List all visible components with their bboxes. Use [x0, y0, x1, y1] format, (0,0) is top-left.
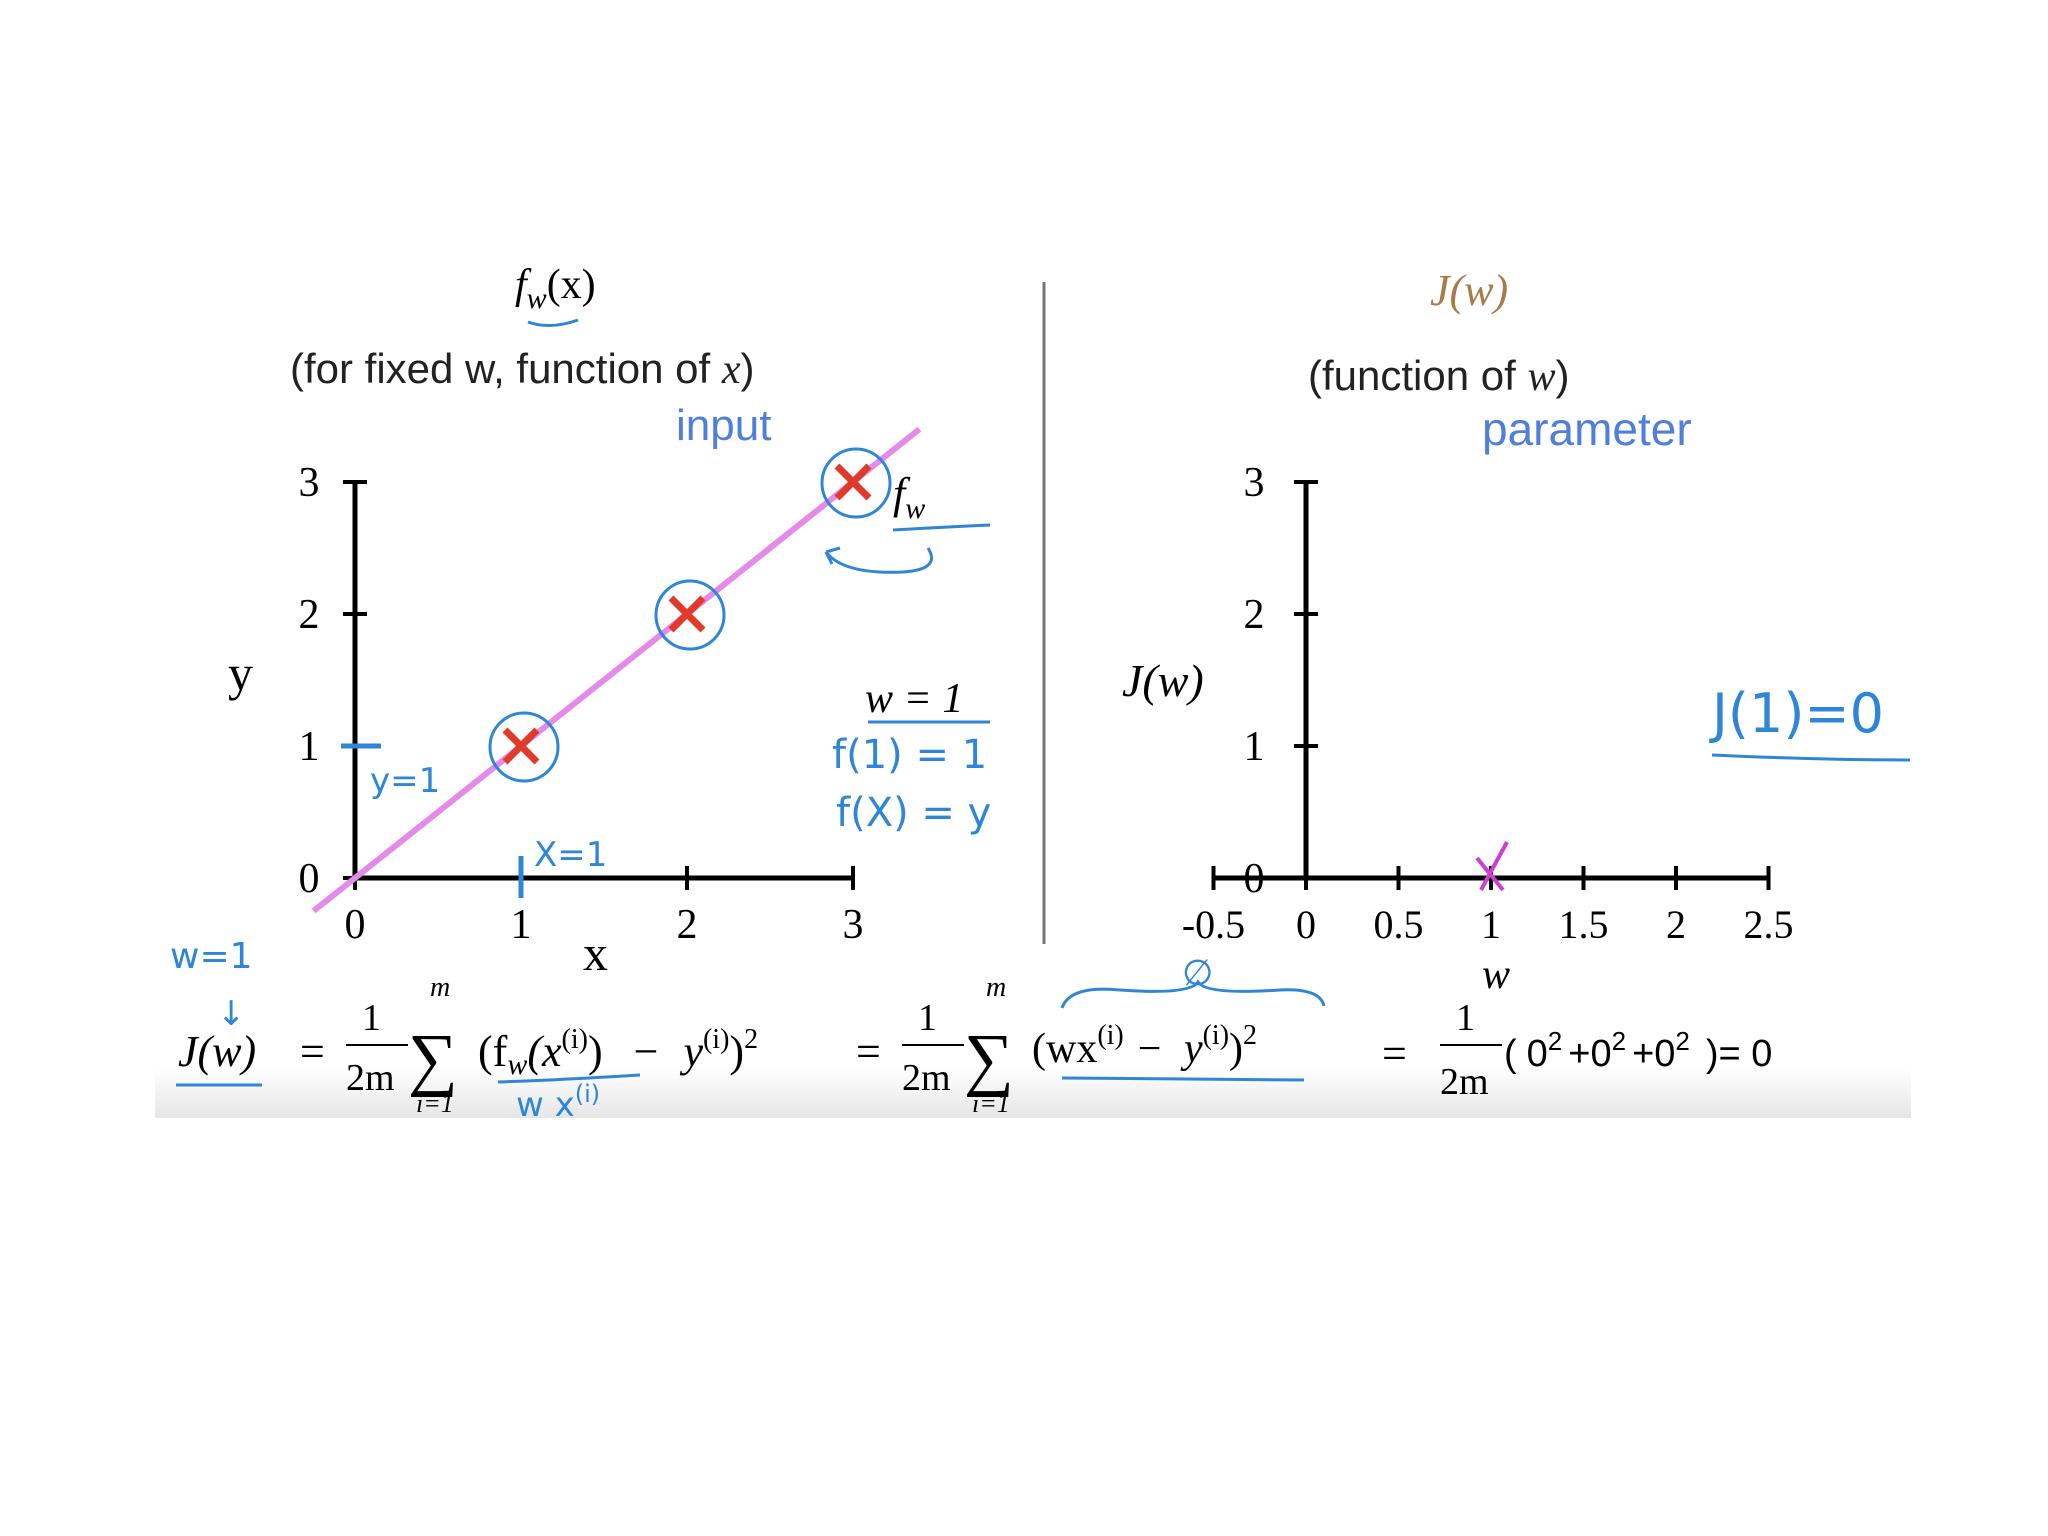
right-title: J(w) — [1430, 266, 1508, 315]
right-subtitle: (function of w) — [1308, 352, 1569, 400]
term1-underline — [497, 1073, 641, 1084]
left-points-layer — [488, 447, 892, 783]
down-arrow-icon: ↓ — [217, 994, 246, 1034]
left-title: fw(x) — [515, 262, 596, 315]
data-point-marker — [834, 463, 872, 501]
data-point-marker — [502, 727, 540, 765]
arrow-head-icon — [824, 546, 841, 565]
frac3-den: 2m — [1440, 1061, 1489, 1103]
right-x-tick-label: 0 — [1296, 902, 1316, 947]
left-fit-line-layer — [311, 426, 922, 914]
w-equals-label: w = 1 — [865, 676, 963, 722]
right-tag-parameter: parameter — [1482, 403, 1692, 455]
line-label-underline — [892, 523, 991, 532]
sigma2-icon: ∑ — [964, 1021, 1014, 1098]
right-x-tick-label: 1 — [1481, 902, 1501, 947]
left-x-tick-label: 0 — [345, 902, 366, 948]
left-xlabel: x — [583, 925, 608, 981]
left-tag-input: input — [676, 401, 771, 450]
note-j-of-1: J(1)=0 — [1709, 682, 1884, 745]
left-axes: 0 1 2 3 0 1 2 3 — [299, 460, 864, 948]
right-y-tick-label: 0 — [1244, 856, 1265, 902]
equals-3: = — [1382, 1029, 1407, 1078]
note-j-underline — [1711, 753, 1911, 762]
frac1-den: 2m — [346, 1057, 395, 1099]
note-x-equals-1: X=1 — [534, 835, 607, 875]
sigma1-icon: ∑ — [408, 1021, 458, 1098]
left-y-tick-label: 3 — [299, 460, 320, 506]
left-subtitle: (for fixed w, function of x) — [290, 345, 755, 393]
sum2-top: m — [986, 972, 1006, 1003]
right-y-tick-label: 2 — [1244, 592, 1265, 638]
formula-term1: (fw(x(i)) − y(i))2 — [478, 1024, 758, 1081]
right-y-tick-label: 1 — [1244, 724, 1265, 770]
line-label: fw — [893, 469, 925, 525]
data-point-marker — [668, 595, 706, 633]
curved-arrow-icon — [824, 547, 933, 574]
equals-2: = — [856, 1027, 881, 1076]
formula-lhs: J(w) — [178, 1027, 256, 1076]
sum1-bottom: i=1 — [416, 1089, 454, 1118]
right-x-tick-label: 2.5 — [1744, 902, 1794, 947]
frac2-num: 1 — [918, 997, 937, 1039]
frac3-num: 1 — [1456, 997, 1475, 1039]
formula-result: (02 +02 +02)= 0 — [1504, 1026, 1772, 1075]
bottom-band — [155, 1068, 1911, 1118]
formula-term2: (wx(i) − y(i))2 — [1032, 1020, 1257, 1072]
left-y-tick-label: 2 — [299, 592, 320, 638]
equals-1: = — [300, 1027, 325, 1076]
term2-underline — [1061, 1076, 1305, 1082]
frac2-den: 2m — [902, 1057, 951, 1099]
left-x-tick-label: 2 — [677, 902, 698, 948]
right-x-tick-label: -0.5 — [1182, 902, 1245, 947]
frac1-num: 1 — [362, 997, 381, 1039]
w-equals-1-note: w=1 — [170, 936, 253, 977]
point-circle — [488, 711, 560, 783]
left-y-tick-label: 1 — [299, 724, 320, 770]
note-f-of-1: f(1) = 1 — [832, 732, 987, 778]
right-x-tick-label: 1.5 — [1559, 902, 1609, 947]
right-points-layer — [1475, 841, 1509, 892]
right-ylabel: J(w) — [1122, 655, 1204, 706]
note-y-equals-1: y=1 — [370, 761, 440, 801]
left-x-tick-label: 3 — [843, 902, 864, 948]
right-x-tick-label: 0.5 — [1374, 902, 1424, 947]
left-x-tick-label: 1 — [511, 902, 532, 948]
sum1-top: m — [430, 972, 450, 1003]
title-underline-note — [527, 318, 579, 327]
left-ylabel: y — [228, 645, 253, 701]
right-x-tick-label: 2 — [1666, 902, 1686, 947]
cost-point-marker — [1475, 841, 1509, 892]
fit-line — [311, 426, 922, 914]
left-y-tick-label: 0 — [299, 856, 320, 902]
point-circle — [654, 579, 726, 651]
point-circle — [820, 447, 892, 519]
right-y-tick-label: 3 — [1244, 460, 1265, 506]
note-f-of-x: f(X) = y — [836, 790, 991, 836]
under-note-wx: w x(i) — [516, 1080, 600, 1125]
term2-brace — [1060, 979, 1326, 1009]
zero-note-icon: ∅ — [1182, 953, 1213, 994]
right-xlabel: w — [1482, 952, 1510, 998]
sum2-bottom: i=1 — [972, 1089, 1010, 1118]
